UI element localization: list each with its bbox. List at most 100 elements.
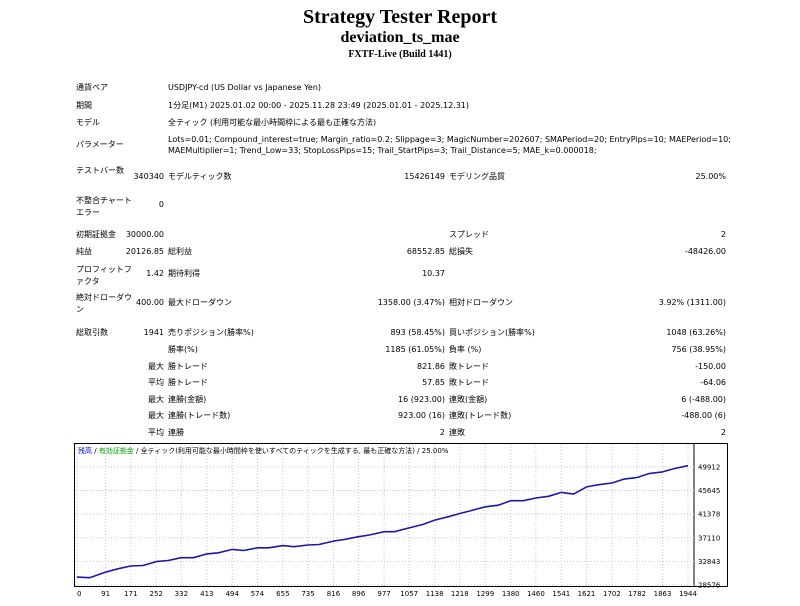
net-value: 20126.85 bbox=[125, 247, 164, 256]
y-tick-label: 49912 bbox=[698, 463, 720, 471]
avg-cons-wins-label: 連勝 bbox=[168, 428, 184, 437]
x-tick-label: 735 bbox=[301, 590, 314, 598]
balance-chart: 28576 32843 37110 41378 45645 49912 0 91 171 252… bbox=[74, 443, 728, 603]
cons-losses-value: 6 (-488.00) bbox=[681, 395, 726, 404]
profit-factor-label: プロフィットファクタ bbox=[76, 265, 132, 286]
average-word: 平均 bbox=[148, 378, 164, 387]
y-tick-label: 37110 bbox=[698, 534, 720, 542]
x-tick-label: 1460 bbox=[527, 590, 545, 598]
ticks-value: 15426149 bbox=[404, 172, 445, 181]
legend-model: 全ティック(利用可能な最小時間枠を使いすべてのティックを生成する, 最も正確な方… bbox=[141, 446, 416, 455]
balance-line bbox=[76, 464, 689, 579]
max-cons-word: 最大 bbox=[148, 395, 164, 404]
payoff-value: 10.37 bbox=[422, 269, 445, 278]
loss-value: 756 (38.95%) bbox=[671, 345, 726, 354]
x-tick-label: 1299 bbox=[476, 590, 494, 598]
rel-dd-label: 相対ドローダウン bbox=[449, 298, 513, 307]
spread-label: スプレッド bbox=[449, 230, 489, 239]
cons-profit-value: 923.00 (16) bbox=[398, 411, 445, 420]
avg-loss-label: 敗トレード bbox=[449, 378, 489, 387]
params-line-1: Lots=0.01; Compound_interest=true; Margi… bbox=[168, 135, 731, 144]
gross-profit-label: 総利益 bbox=[168, 247, 192, 256]
cons-wins-value: 16 (923.00) bbox=[398, 395, 445, 404]
y-tick-label: 32843 bbox=[698, 558, 720, 566]
mismatch-value: 0 bbox=[158, 200, 164, 209]
legend-sep-1: / bbox=[92, 447, 99, 455]
y-tick-label: 45645 bbox=[698, 487, 720, 495]
avg-win-value: 57.85 bbox=[422, 378, 445, 387]
params-label: パラメーター bbox=[76, 140, 124, 149]
long-label: 買いポジション(勝率%) bbox=[449, 328, 535, 337]
x-tick-label: 1380 bbox=[502, 590, 520, 598]
max-dd-value: 1358.00 (3.47%) bbox=[377, 298, 445, 307]
y-tick-label: 41378 bbox=[698, 511, 720, 519]
params-line-2: MAEMultiplier=1; Trend_Low=33; StopLossP… bbox=[168, 146, 597, 155]
x-tick-label: 1621 bbox=[578, 590, 596, 598]
x-tick-label: 0 bbox=[77, 590, 81, 598]
profit-factor-value: 1.42 bbox=[146, 269, 164, 278]
largest-loss-label: 敗トレード bbox=[449, 362, 489, 371]
x-tick-label: 574 bbox=[251, 590, 265, 598]
cons-loss-value: -488.00 (6) bbox=[681, 411, 726, 420]
gross-loss-label: 総損失 bbox=[449, 247, 473, 256]
mismatch-label: 不整合チャートエラー bbox=[76, 196, 132, 217]
avg-cons-losses-label: 連敗 bbox=[449, 428, 465, 437]
cons-profit-label: 連勝(トレード数) bbox=[168, 411, 231, 420]
symbol-label: 通貨ペア bbox=[76, 83, 108, 92]
largest-loss-value: -150.00 bbox=[695, 362, 726, 371]
x-tick-label: 252 bbox=[150, 590, 163, 598]
y-tick-label: 28576 bbox=[698, 582, 721, 590]
cons-wins-label: 連勝(金額) bbox=[168, 395, 207, 404]
balance-chart-svg: 28576 32843 37110 41378 45645 49912 0 91 171 252… bbox=[74, 443, 728, 598]
largest-word: 最大 bbox=[148, 362, 164, 371]
x-tick-label: 1218 bbox=[451, 590, 469, 598]
x-tick-label: 655 bbox=[276, 590, 289, 598]
x-tick-label: 1944 bbox=[679, 590, 697, 598]
x-tick-label: 816 bbox=[327, 590, 341, 598]
chart-frame bbox=[74, 443, 728, 587]
x-tick-label: 1782 bbox=[628, 590, 646, 598]
report-title: Strategy Tester Report bbox=[302, 6, 498, 28]
ticks-label: モデルティック数 bbox=[168, 172, 232, 181]
max-cons-count-word: 最大 bbox=[148, 411, 164, 420]
gross-profit-value: 68552.85 bbox=[406, 247, 445, 256]
abs-dd-label: 絶対ドローダウン bbox=[76, 293, 132, 314]
legend-equity: 有効証拠金 bbox=[99, 446, 134, 455]
win-value: 1185 (61.05%) bbox=[385, 345, 445, 354]
avg-cons-wins-value: 2 bbox=[439, 428, 445, 437]
period-value: 1分足(M1) 2025.01.02 00:00 - 2025.11.28 23… bbox=[168, 101, 470, 110]
payoff-label: 期待利得 bbox=[168, 269, 200, 278]
x-tick-label: 413 bbox=[200, 590, 213, 598]
legend-balance: 残高 bbox=[78, 446, 92, 455]
x-tick-label: 1863 bbox=[654, 590, 672, 598]
rel-dd-value: 3.92% (1311.00) bbox=[658, 298, 726, 307]
trades-label: 総取引数 bbox=[76, 328, 108, 337]
x-tick-label: 977 bbox=[377, 590, 390, 598]
trades-value: 1941 bbox=[143, 328, 164, 337]
loss-label: 負率 (%) bbox=[449, 345, 482, 354]
bars-label: テストバー数 bbox=[76, 166, 124, 175]
x-tick-label: 1702 bbox=[603, 590, 621, 598]
largest-win-value: 821.86 bbox=[417, 362, 445, 371]
short-value: 893 (58.45%) bbox=[390, 328, 445, 337]
gross-loss-value: -48426.00 bbox=[684, 247, 726, 256]
cons-loss-label: 連敗(トレード数) bbox=[449, 411, 512, 420]
chart-legend: 残高 / 有効証拠金 / 全ティック(利用可能な最小時間枠を使いすべてのティック… bbox=[78, 446, 449, 455]
period-label: 期間 bbox=[76, 101, 92, 110]
x-tick-label: 332 bbox=[175, 590, 188, 598]
legend-quality: 25.00% bbox=[422, 447, 449, 455]
net-label: 純益 bbox=[76, 247, 92, 256]
quality-value: 25.00% bbox=[695, 172, 726, 181]
max-dd-label: 最大ドローダウン bbox=[168, 298, 232, 307]
legend-sep-2: / bbox=[134, 447, 141, 455]
model-label: モデル bbox=[76, 118, 100, 127]
x-tick-label: 1138 bbox=[426, 590, 444, 598]
win-label: 勝率(%) bbox=[168, 345, 198, 354]
x-tick-label: 91 bbox=[101, 590, 110, 598]
cons-losses-label: 連敗(金額) bbox=[449, 395, 488, 404]
legend-sep-3: / bbox=[415, 447, 422, 455]
server-name: FXTF-Live (Build 1441) bbox=[348, 49, 452, 60]
symbol-value: USDJPY-cd (US Dollar vs Japanese Yen) bbox=[168, 83, 322, 92]
avg-cons-word: 平均 bbox=[148, 428, 164, 437]
bars-value: 340340 bbox=[133, 172, 164, 181]
